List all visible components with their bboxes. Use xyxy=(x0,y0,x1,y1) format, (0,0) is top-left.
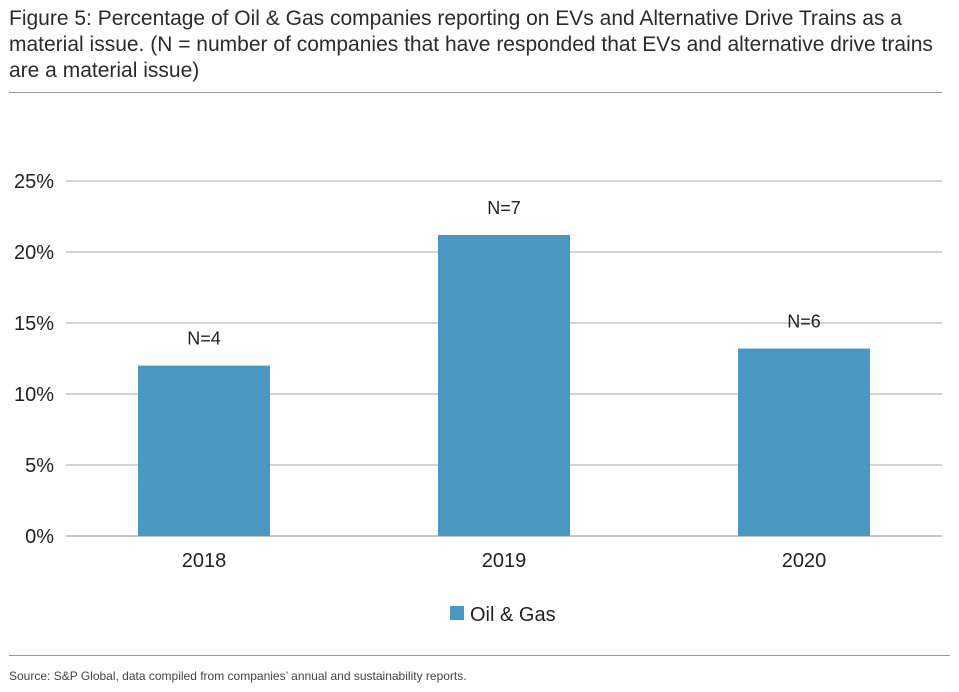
y-tick-label: 20% xyxy=(14,242,54,264)
source-note: Source: S&P Global, data compiled from c… xyxy=(9,669,467,683)
data-label: N=6 xyxy=(787,312,821,332)
y-tick-label: 25% xyxy=(14,171,54,193)
chart-title: Figure 5: Percentage of Oil & Gas compan… xyxy=(9,7,933,82)
y-axis-tick-labels: 0% 5% 10% 15% 20% 25% xyxy=(14,171,54,548)
x-axis-category-labels: 2018 2019 2020 xyxy=(182,550,827,572)
bar xyxy=(738,348,870,536)
bar xyxy=(138,365,270,536)
data-labels: N=4 N=7 N=6 xyxy=(187,198,821,349)
x-category-label: 2018 xyxy=(182,550,227,572)
x-category-label: 2019 xyxy=(482,550,527,572)
data-label: N=4 xyxy=(187,329,221,349)
y-tick-label: 5% xyxy=(25,455,54,477)
bar-chart: 0%5%10%15%20%25% 2018 2019 2020 N=4N=7N=6 … xyxy=(14,171,942,626)
legend: Oil & Gas xyxy=(450,604,556,626)
x-category-label: 2020 xyxy=(782,550,827,572)
y-tick-label: 10% xyxy=(14,384,54,406)
data-label: N=7 xyxy=(487,198,521,218)
y-tick-label: 15% xyxy=(14,313,54,335)
bar xyxy=(438,234,570,536)
legend-swatch xyxy=(450,606,464,620)
legend-label: Oil & Gas xyxy=(470,604,556,626)
footer-divider xyxy=(9,655,950,656)
bars xyxy=(138,234,870,536)
y-tick-label: 0% xyxy=(25,526,54,548)
title-divider xyxy=(9,92,942,93)
